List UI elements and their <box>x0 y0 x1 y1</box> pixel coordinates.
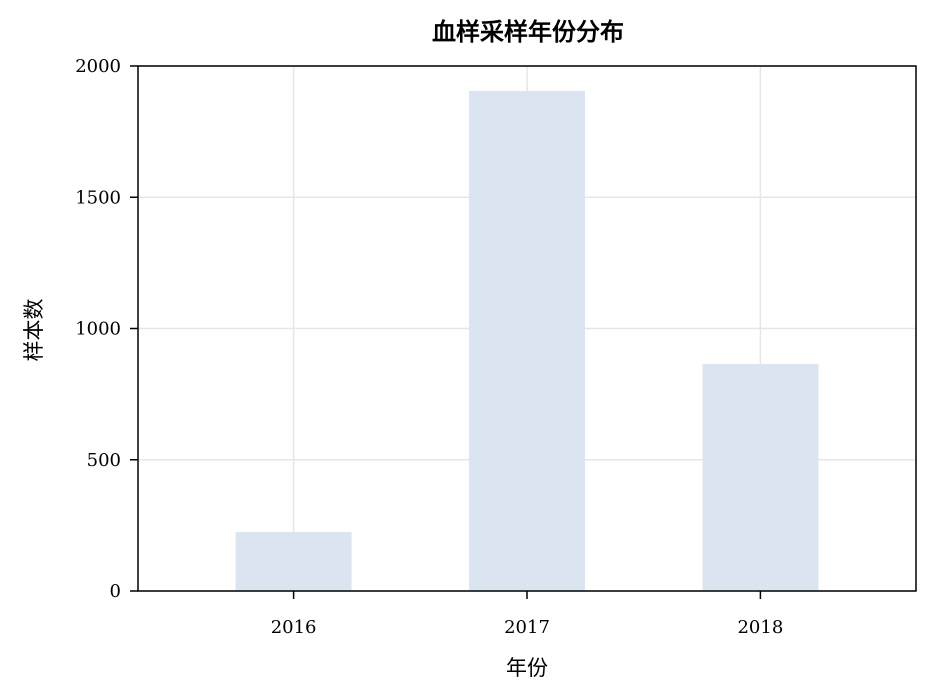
x-axis-label: 年份 <box>506 656 548 680</box>
y-tick-label: 500 <box>87 450 121 471</box>
x-tick-label: 2018 <box>737 617 783 638</box>
y-tick-label: 0 <box>110 581 121 602</box>
y-tick-label: 1000 <box>75 319 121 340</box>
y-tick-label: 1500 <box>75 187 121 208</box>
y-axis-label: 样本数 <box>22 299 46 362</box>
axis-ticks: 0 500 1000 1500 2000 2016 2017 2018 <box>75 56 783 638</box>
bar-2018 <box>702 363 819 591</box>
bar-2017 <box>469 90 585 591</box>
bars <box>235 90 819 591</box>
y-tick-label: 2000 <box>75 56 121 77</box>
x-tick-label: 2017 <box>504 617 550 638</box>
chart-title: 血样采样年份分布 <box>432 18 624 46</box>
bar-2016 <box>235 531 352 591</box>
x-tick-label: 2016 <box>271 617 317 638</box>
